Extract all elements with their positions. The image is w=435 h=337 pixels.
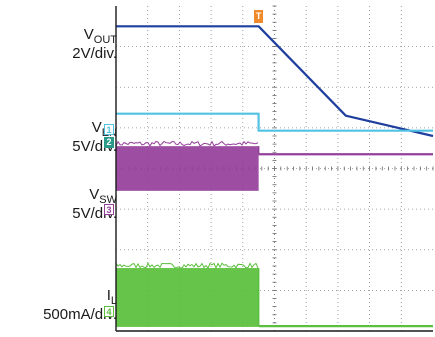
trace-il-switching-band [116, 268, 259, 327]
channel-3-marker: 3 [104, 204, 114, 215]
trace-vsw [115, 140, 433, 191]
trace-il [115, 261, 433, 328]
channel-2-marker: 2 [104, 137, 114, 148]
il-scale: 500mA/div. [43, 306, 117, 323]
vout-scale: 2V/div. [72, 45, 117, 62]
channel-1-marker: 1 [104, 124, 114, 135]
trace-vsw-switching-band [116, 146, 259, 191]
channel-4-marker: 4 [104, 306, 114, 317]
traces [115, 25, 434, 328]
trace-il-switching-edge [115, 261, 259, 270]
il-label: IL 500mA/div. [43, 287, 117, 323]
trace-ven [116, 112, 433, 132]
trigger-marker: T [254, 10, 264, 23]
trace-vout [116, 25, 434, 138]
trace-vsw-switching-edge [115, 140, 259, 147]
scope-frame [115, 6, 433, 332]
vout-label: VOUT 2V/div. [72, 26, 117, 62]
